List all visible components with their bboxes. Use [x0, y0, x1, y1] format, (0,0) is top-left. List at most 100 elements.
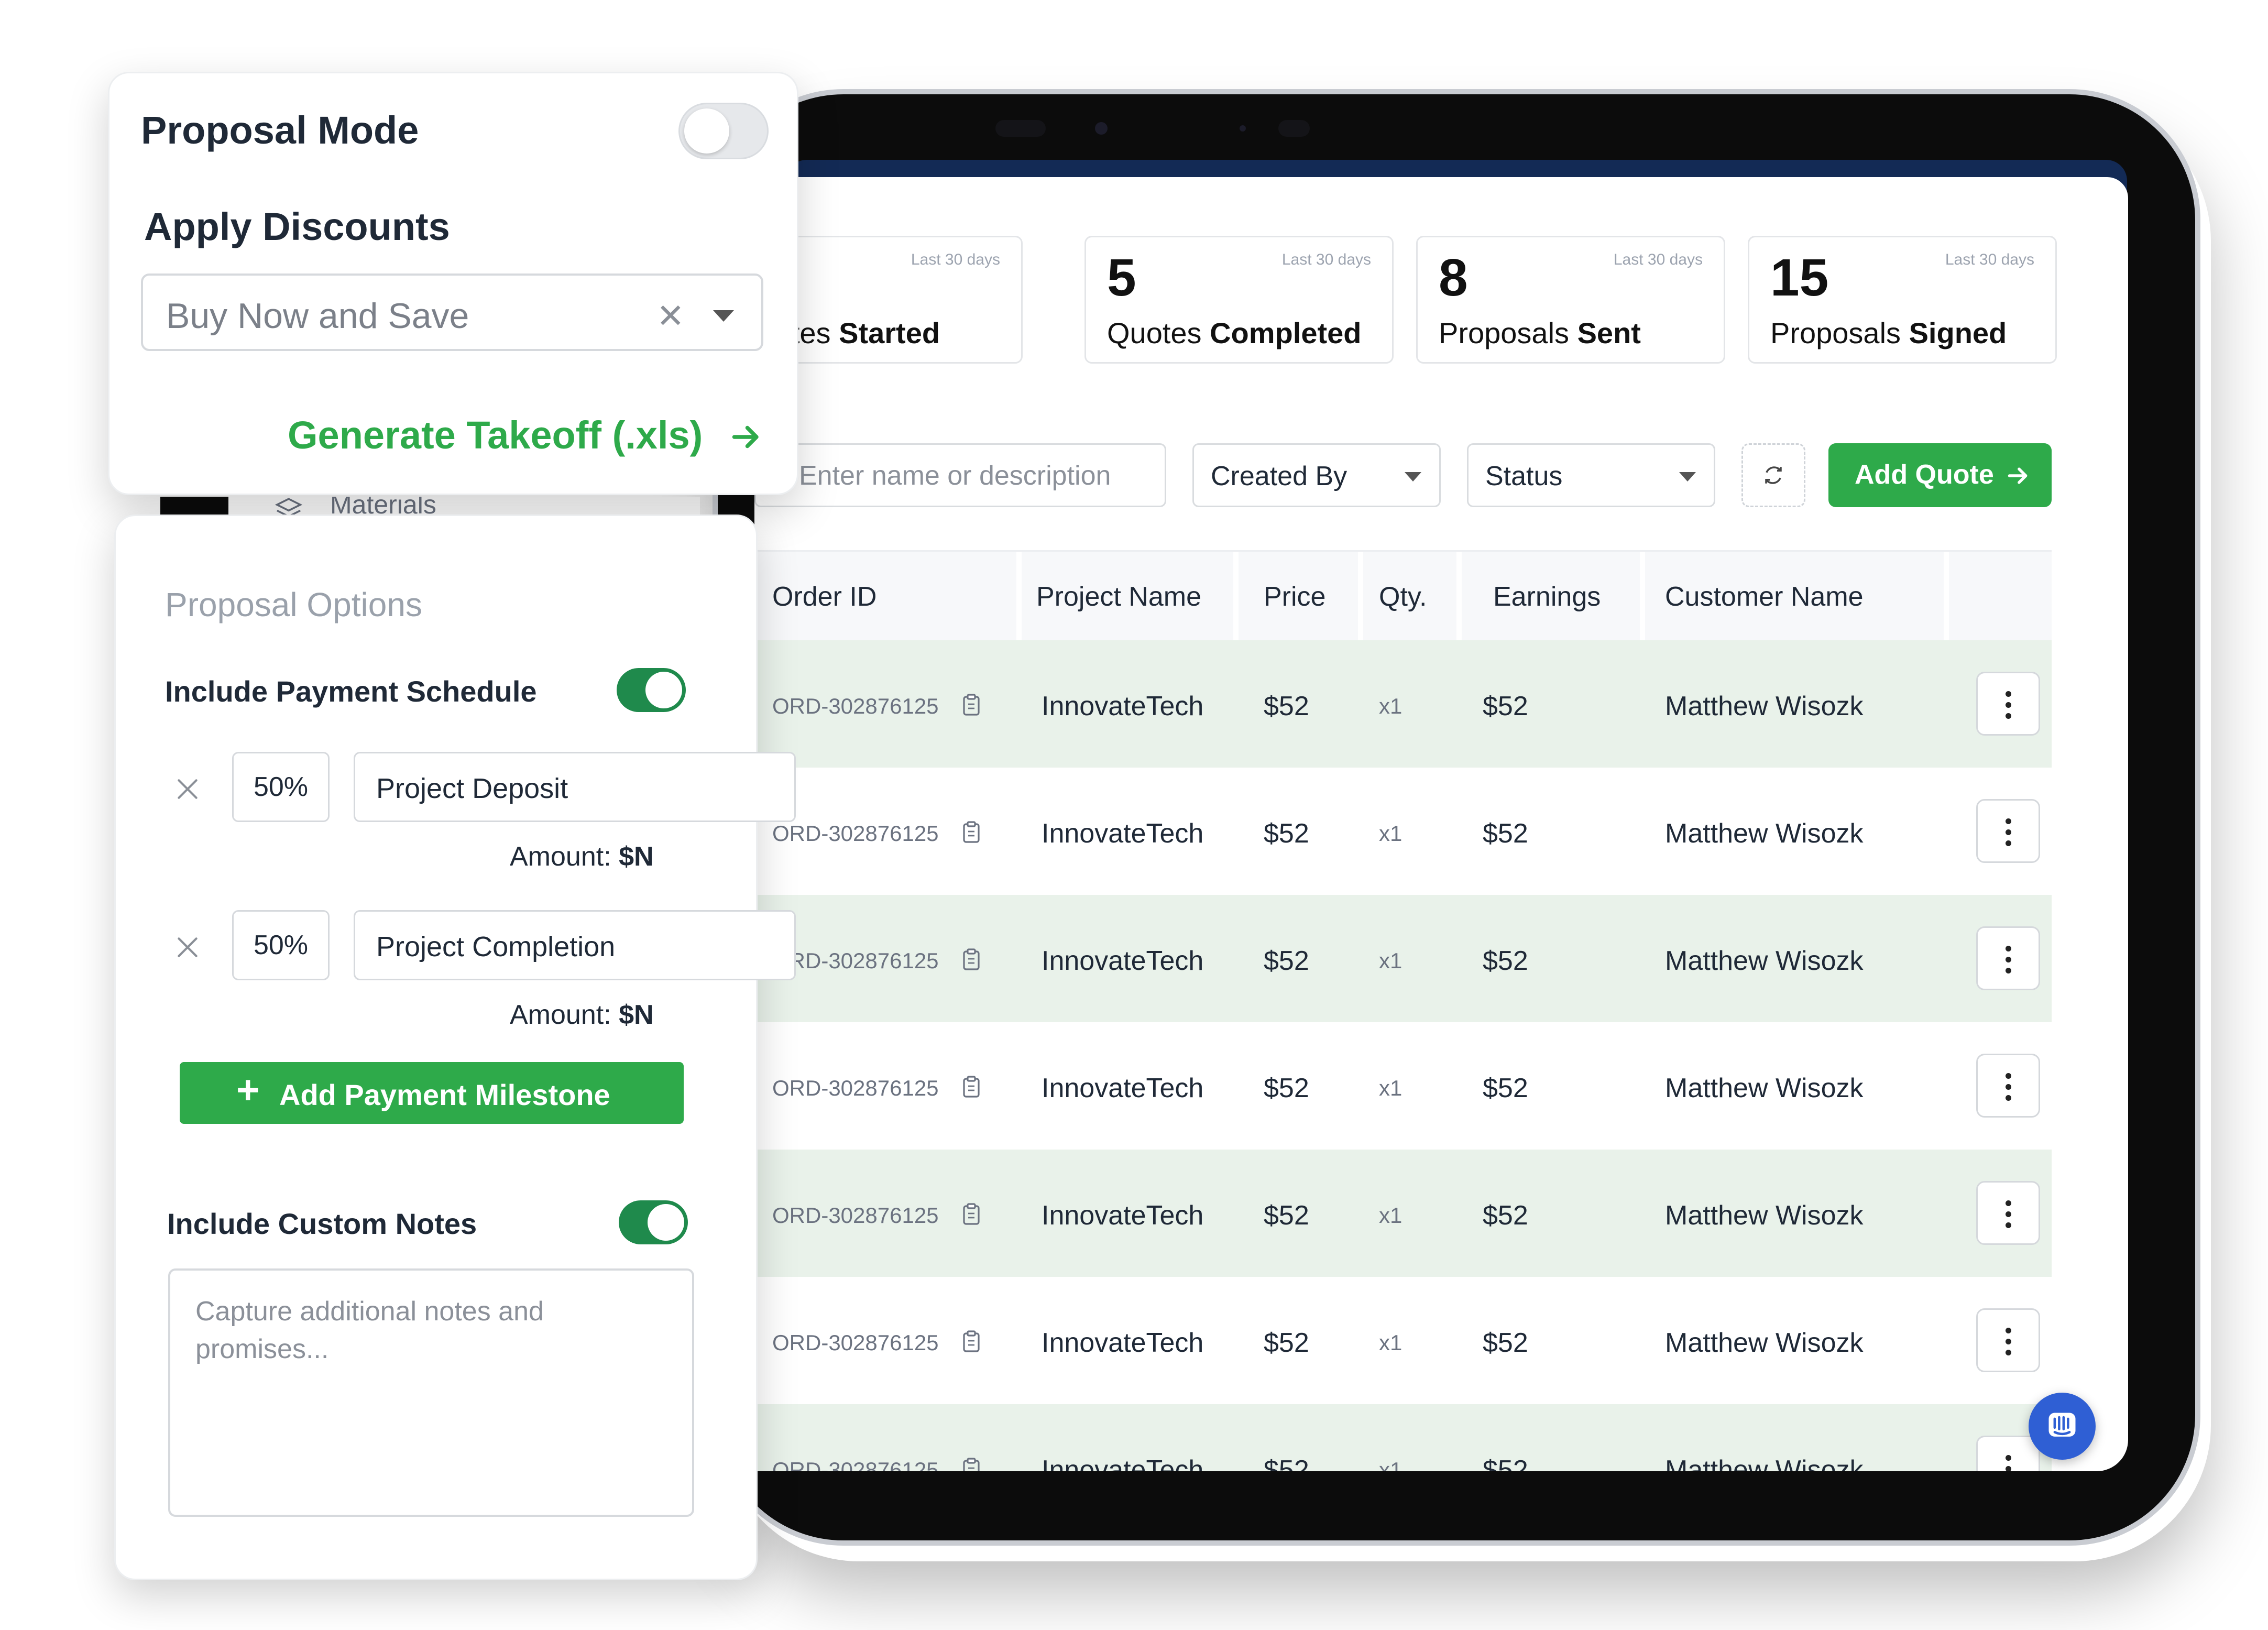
clipboard-icon[interactable]: [961, 1330, 982, 1353]
custom-notes-toggle[interactable]: [619, 1200, 688, 1244]
customer-name-cell: Matthew Wisozk: [1665, 1073, 1864, 1103]
milestone-name-input[interactable]: Project Deposit: [354, 752, 796, 822]
price-cell: $52: [1264, 1328, 1309, 1358]
stat-card-proposals-signed: 15 Last 30 days Proposals Signed: [1748, 236, 2057, 364]
table-row[interactable]: ORD-302876125 InnovateTech $52 x1 $52 Matthew…: [754, 1022, 2052, 1150]
chevron-down-icon: [1405, 472, 1421, 482]
order-id-cell: ORD-302876125: [772, 1203, 939, 1228]
search-input[interactable]: [798, 455, 1154, 496]
order-id-cell: ORD-302876125: [772, 1458, 939, 1471]
chevron-down-icon[interactable]: [713, 310, 734, 322]
milestone-name-input[interactable]: Project Completion: [354, 910, 796, 980]
row-actions-button[interactable]: [1976, 1181, 2040, 1245]
milestone-percent-input[interactable]: 50%: [232, 752, 330, 822]
clipboard-icon[interactable]: [961, 1076, 982, 1099]
sidebar-item-label: Materials: [330, 497, 436, 516]
clipboard-icon[interactable]: [961, 948, 982, 971]
sidebar-item-materials[interactable]: Materials: [160, 497, 700, 516]
clipboard-icon[interactable]: [961, 1203, 982, 1226]
add-quote-button[interactable]: Add Quote: [1828, 443, 2052, 507]
arrow-right-icon: [732, 425, 759, 448]
row-actions-button[interactable]: [1976, 926, 2040, 990]
milestone-percent-input[interactable]: 50%: [232, 910, 330, 980]
payment-schedule-toggle[interactable]: [617, 668, 686, 712]
discount-select[interactable]: Buy Now and Save ✕: [141, 274, 763, 351]
clipboard-icon[interactable]: [961, 821, 982, 844]
stat-label: Quotes Completed: [1107, 316, 1362, 349]
table-row[interactable]: ORD-302876125 InnovateTech $52 x1 $52 Matthew…: [754, 640, 2052, 768]
close-icon[interactable]: [174, 934, 201, 960]
row-actions-button[interactable]: [1976, 672, 2040, 736]
price-cell: $52: [1264, 1455, 1309, 1471]
table-row[interactable]: ORD-302876125 InnovateTech $52 x1 $52 Matthew…: [754, 768, 2052, 895]
custom-notes-field[interactable]: [168, 1268, 694, 1517]
custom-notes-textarea[interactable]: [194, 1292, 666, 1491]
stat-value: 5: [1107, 248, 1136, 307]
generate-takeoff-link[interactable]: Generate Takeoff (.xls): [288, 413, 759, 457]
earnings-cell: $52: [1483, 691, 1528, 721]
stat-value: 8: [1439, 248, 1468, 307]
clipboard-icon[interactable]: [961, 1458, 982, 1471]
column-header-qty[interactable]: Qty.: [1379, 552, 1427, 642]
payment-schedule-label: Include Payment Schedule: [165, 675, 537, 708]
row-actions-button[interactable]: [1976, 1436, 2040, 1471]
column-header-project-name[interactable]: Project Name: [1036, 552, 1201, 642]
status-value: Status: [1485, 461, 1563, 491]
project-name-cell: InnovateTech: [1042, 691, 1204, 721]
column-header-customer-name[interactable]: Customer Name: [1665, 552, 1864, 642]
plus-icon: +: [236, 1068, 260, 1112]
project-name-cell: InnovateTech: [1042, 1073, 1204, 1103]
table-row[interactable]: ORD-302876125 InnovateTech $52 x1 $52 Matthew…: [754, 1150, 2052, 1277]
column-header-order-id[interactable]: Order ID: [772, 552, 877, 642]
table-row[interactable]: ORD-302876125 InnovateTech $52 x1 $52 Matthew…: [754, 1404, 2052, 1471]
proposal-options-card: Proposal Options Include Payment Schedul…: [114, 515, 796, 1580]
earnings-cell: $52: [1483, 946, 1528, 976]
proposal-options-title: Proposal Options: [165, 586, 422, 623]
column-header-earnings[interactable]: Earnings: [1493, 552, 1601, 642]
status-select[interactable]: Status: [1467, 443, 1715, 507]
customer-name-cell: Matthew Wisozk: [1665, 818, 1864, 849]
customer-name-cell: Matthew Wisozk: [1665, 1328, 1864, 1358]
price-cell: $52: [1264, 691, 1309, 721]
order-id-cell: ORD-302876125: [772, 821, 939, 846]
earnings-cell: $52: [1483, 1455, 1528, 1471]
stat-card-quotes-completed: 5 Last 30 days Quotes Completed: [1084, 236, 1394, 364]
order-id-cell: ORD-302876125: [772, 694, 939, 718]
search-field[interactable]: [754, 443, 1166, 507]
refresh-button[interactable]: [1741, 443, 1805, 507]
project-name-cell: InnovateTech: [1042, 818, 1204, 849]
milestone-name-value: Project Deposit: [376, 773, 568, 804]
proposal-settings-card: Proposal Mode Apply Discounts Buy Now an…: [108, 72, 798, 495]
chat-button[interactable]: [2029, 1393, 2096, 1460]
qty-cell: x1: [1379, 948, 1403, 973]
order-id-cell: ORD-302876125: [772, 948, 939, 973]
project-name-cell: InnovateTech: [1042, 946, 1204, 976]
row-actions-button[interactable]: [1976, 799, 2040, 863]
add-payment-milestone-button[interactable]: + Add Payment Milestone: [180, 1062, 684, 1124]
stat-period: Last 30 days: [1613, 251, 1703, 268]
close-icon[interactable]: ✕: [656, 297, 685, 335]
qty-cell: x1: [1379, 694, 1403, 718]
customer-name-cell: Matthew Wisozk: [1665, 691, 1864, 721]
stat-period: Last 30 days: [1281, 251, 1371, 268]
close-icon[interactable]: [174, 776, 201, 802]
layers-icon: [275, 498, 303, 516]
clipboard-icon[interactable]: [961, 694, 982, 717]
tablet-camera-bar: [995, 113, 1362, 144]
earnings-cell: $52: [1483, 1328, 1528, 1358]
milestone-amount: Amount: $N: [510, 1000, 654, 1030]
price-cell: $52: [1264, 1073, 1309, 1103]
qty-cell: x1: [1379, 1458, 1403, 1471]
column-header-price[interactable]: Price: [1264, 552, 1326, 642]
table-row[interactable]: ORD-302876125 InnovateTech $52 x1 $52 Matthew…: [754, 895, 2052, 1022]
apply-discounts-label: Apply Discounts: [144, 205, 450, 248]
row-actions-button[interactable]: [1976, 1308, 2040, 1372]
proposal-mode-toggle[interactable]: [678, 103, 769, 159]
stat-label: Proposals Sent: [1439, 316, 1641, 349]
custom-notes-label: Include Custom Notes: [167, 1207, 477, 1240]
row-actions-button[interactable]: [1976, 1054, 2040, 1118]
qty-cell: x1: [1379, 1076, 1403, 1100]
table-row[interactable]: ORD-302876125 InnovateTech $52 x1 $52 Matthew…: [754, 1277, 2052, 1404]
add-quote-label: Add Quote: [1855, 460, 1994, 490]
created-by-select[interactable]: Created By: [1192, 443, 1441, 507]
